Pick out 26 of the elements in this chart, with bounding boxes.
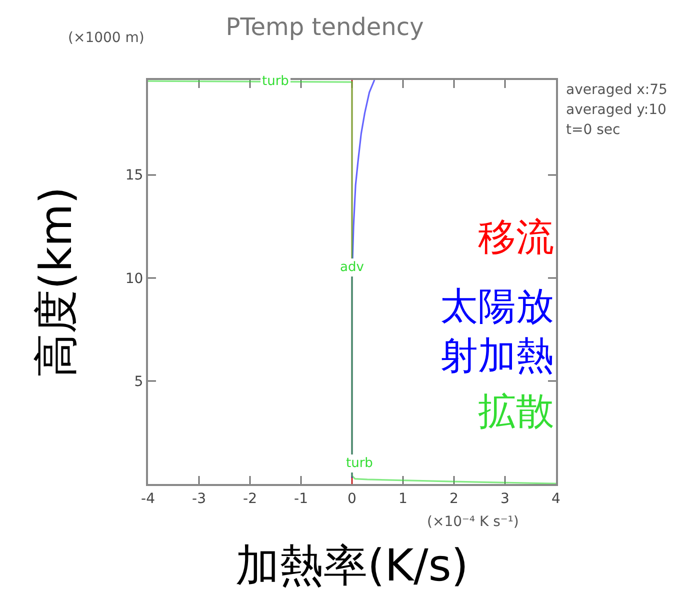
x-tick-label: -3 — [192, 490, 206, 507]
x-tick-label: 0 — [348, 490, 356, 507]
text: t=0 sec — [566, 122, 620, 138]
annotation: turb — [346, 456, 373, 471]
text: averaged y:10 — [566, 102, 666, 118]
y-tick-label: 5 — [134, 374, 144, 390]
series-label: 拡散 — [478, 389, 554, 433]
y-axis-title: 高度(km) — [30, 186, 82, 378]
annotation: adv — [340, 260, 364, 275]
x-tick-label: 1 — [398, 490, 408, 507]
x-tick-label: 2 — [450, 490, 458, 507]
text: 太陽放射加熱 — [440, 284, 554, 378]
text: (×1000 m) — [68, 30, 144, 46]
x-tick-label: -2 — [243, 490, 257, 507]
x-tick-label: -1 — [294, 490, 308, 507]
annotation: turb — [262, 74, 289, 89]
y-tick-label: 10 — [125, 270, 144, 287]
x-tick-label: 3 — [500, 490, 510, 507]
chart-title: PTemp tendency — [226, 13, 424, 42]
text: averaged x:75 — [566, 82, 668, 98]
x-tick-label: -4 — [141, 490, 156, 507]
x-axis-title: 加熱率(K/s) — [236, 540, 468, 592]
text: (×10⁻⁴ K s⁻¹) — [427, 514, 519, 530]
text: 移流 — [478, 215, 554, 259]
x-tick-label: 4 — [552, 490, 561, 507]
y-tick-label: 15 — [125, 168, 144, 184]
